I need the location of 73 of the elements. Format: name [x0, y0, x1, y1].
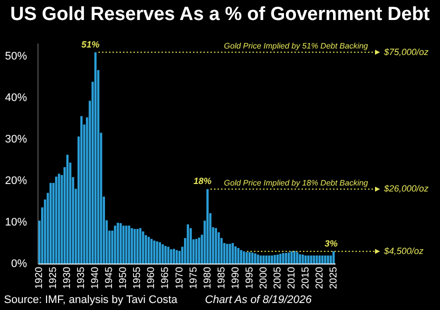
bar [260, 255, 262, 264]
x-tick-label: 1985 [216, 266, 228, 290]
x-tick-label: 1940 [90, 266, 102, 290]
x-tick-label: 1965 [160, 266, 172, 290]
bar [153, 240, 156, 264]
bar [139, 228, 142, 264]
x-tick-label: 2015 [300, 266, 312, 290]
bar [240, 250, 242, 264]
x-tick-label: 1995 [244, 266, 256, 290]
x-tick-label: 2020 [314, 266, 326, 290]
annotation: 3% [324, 238, 338, 248]
bar [237, 248, 240, 264]
bar [246, 252, 248, 264]
bar [279, 254, 282, 264]
bar [288, 252, 290, 264]
bar [316, 255, 318, 264]
x-tick-label: 1975 [188, 266, 200, 290]
x-tick-label: 1925 [48, 266, 60, 290]
bar [120, 223, 122, 264]
bar [190, 228, 192, 264]
x-tick-label: 1935 [76, 266, 88, 290]
bar [254, 253, 256, 264]
x-tick-label: 2005 [272, 266, 284, 290]
x-tick-label: 2000 [258, 266, 270, 290]
bar [296, 252, 298, 264]
bar [218, 232, 220, 264]
bar [116, 222, 119, 264]
chart-title: US Gold Reserves As a % of Government Debt [9, 3, 431, 27]
y-tick-label: 40% [4, 92, 28, 104]
bar [268, 255, 270, 264]
y-tick-label: 10% [4, 216, 28, 228]
bar [265, 255, 268, 264]
bar [125, 226, 128, 264]
annotation: Gold Price Implied by 51% Debt Backing [224, 42, 369, 51]
bar [167, 246, 170, 264]
bar [176, 250, 178, 264]
x-tick-label: 1945 [104, 266, 116, 290]
bar [324, 255, 326, 264]
x-tick-label: 2025 [328, 266, 340, 290]
bar [226, 244, 228, 264]
x-tick-label: 1990 [230, 266, 242, 290]
x-tick-label: 1950 [118, 266, 130, 290]
bar [148, 236, 150, 264]
source-note: Source: IMF, analysis by Tavi Costa [4, 294, 178, 306]
annotation: 51% [81, 39, 100, 50]
bar [282, 252, 284, 264]
text: Chart As of 8/19/2026 [205, 294, 312, 306]
y-tick-label: 0% [11, 258, 28, 270]
x-tick-label: 1920 [34, 266, 46, 290]
bar [55, 176, 58, 264]
bar [134, 228, 136, 264]
x-tick-label: 2010 [286, 266, 298, 290]
bar [232, 243, 234, 264]
y-tick-label: 30% [4, 133, 28, 146]
x-tick-label: 1930 [62, 266, 74, 290]
x-tick-label: 1955 [132, 266, 144, 290]
ref-line-label: $75,000/oz [383, 46, 430, 57]
x-tick-label: 1970 [174, 266, 186, 290]
bar [274, 255, 276, 264]
ref-line-label: $26,000/oz [383, 184, 430, 194]
bar [251, 252, 254, 264]
bar [162, 244, 164, 264]
bar [310, 255, 312, 264]
bar [195, 238, 198, 264]
bar [302, 254, 304, 264]
y-tick-label: 50% [4, 50, 28, 62]
annotation: Gold Price Implied by 18% Debt Backing [224, 178, 369, 188]
ref-line-label: $4,500/oz [383, 246, 424, 256]
bar [330, 255, 332, 264]
annotation: 18% [194, 176, 212, 186]
x-tick-label: 1980 [202, 266, 214, 290]
x-tick-label: 1960 [146, 266, 158, 290]
y-tick-label: 20% [4, 174, 28, 187]
